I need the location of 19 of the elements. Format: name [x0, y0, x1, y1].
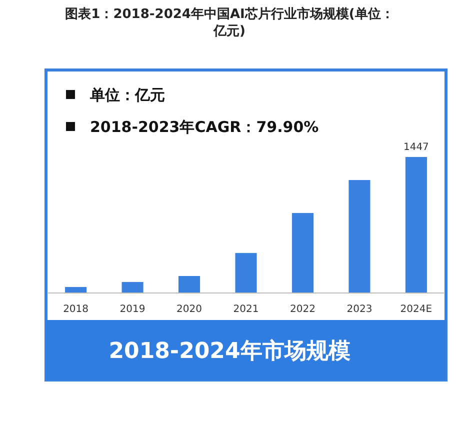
x-tick-label: 2019: [120, 304, 146, 315]
x-tick-label: 2022: [290, 304, 316, 315]
x-tick-label: 2018: [63, 304, 89, 315]
x-tick-label: 2020: [176, 304, 202, 315]
bar: [65, 286, 87, 293]
bar: [122, 282, 144, 293]
bar: [405, 157, 427, 293]
bar: [348, 180, 370, 293]
bar: [178, 276, 200, 293]
text: 2018-2024年市场规模: [108, 338, 350, 364]
x-tick-label: 2024E: [400, 304, 432, 315]
bar: [235, 252, 257, 293]
text: 2018-2023年CAGR：79.90%: [90, 118, 319, 136]
bar: [292, 213, 314, 293]
chart-title: 图表1：2018-2024年中国AI芯片行业市场规模(单位：亿元): [65, 6, 394, 39]
x-tick-label: 2021: [233, 304, 259, 315]
text: 单位：亿元: [89, 86, 165, 104]
x-tick-label: 2023: [346, 304, 372, 315]
data-label: 1447: [403, 142, 429, 153]
